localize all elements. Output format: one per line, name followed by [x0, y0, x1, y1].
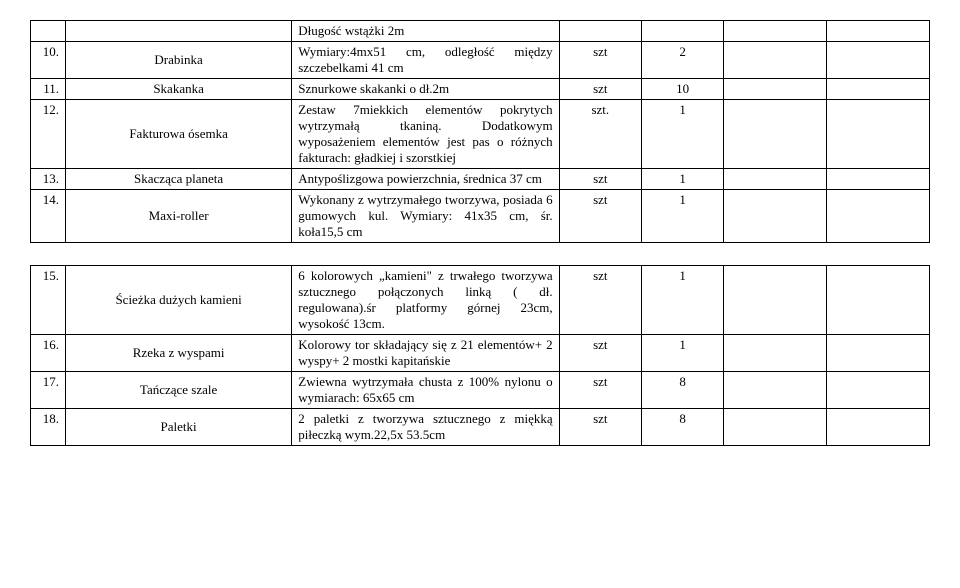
row-unit: szt: [559, 190, 641, 243]
table-gap: [30, 243, 930, 265]
row-num: [31, 21, 66, 42]
row-unit: szt: [559, 335, 641, 372]
table-row: 13. Skacząca planeta Antypoślizgowa powi…: [31, 169, 930, 190]
row-name: [65, 21, 291, 42]
row-extra2: [827, 21, 930, 42]
row-name: Ścieżka dużych kamieni: [65, 266, 291, 335]
row-unit: szt: [559, 79, 641, 100]
row-extra1: [724, 335, 827, 372]
row-num: 14.: [31, 190, 66, 243]
row-extra1: [724, 372, 827, 409]
table-row: 18. Paletki 2 paletki z tworzywa sztuczn…: [31, 409, 930, 446]
row-num: 16.: [31, 335, 66, 372]
row-extra1: [724, 409, 827, 446]
row-desc: Zestaw 7miekkich elementów pokrytych wyt…: [292, 100, 559, 169]
row-name: Maxi-roller: [65, 190, 291, 243]
row-desc: 2 paletki z tworzywa sztucznego z miękką…: [292, 409, 559, 446]
table-body-upper: Długość wstążki 2m 10. Drabinka Wymiary:…: [31, 21, 930, 243]
row-qty: 1: [641, 190, 723, 243]
row-name: Skakanka: [65, 79, 291, 100]
row-name: Drabinka: [65, 42, 291, 79]
row-extra2: [827, 169, 930, 190]
row-extra2: [827, 42, 930, 79]
table-row: 14. Maxi-roller Wykonany z wytrzymałego …: [31, 190, 930, 243]
row-name: Tańczące szale: [65, 372, 291, 409]
row-num: 11.: [31, 79, 66, 100]
table-row: 12. Fakturowa ósemka Zestaw 7miekkich el…: [31, 100, 930, 169]
row-unit: szt: [559, 266, 641, 335]
table-row: 16. Rzeka z wyspami Kolorowy tor składaj…: [31, 335, 930, 372]
row-desc: 6 kolorowych „kamieni" z trwałego tworzy…: [292, 266, 559, 335]
row-extra1: [724, 79, 827, 100]
row-extra2: [827, 100, 930, 169]
row-num: 13.: [31, 169, 66, 190]
row-qty: 1: [641, 266, 723, 335]
row-extra2: [827, 190, 930, 243]
row-unit: szt: [559, 169, 641, 190]
row-num: 17.: [31, 372, 66, 409]
row-extra2: [827, 266, 930, 335]
row-desc: Kolorowy tor składający się z 21 element…: [292, 335, 559, 372]
row-desc: Wymiary:4mx51 cm, odległość między szcze…: [292, 42, 559, 79]
row-extra2: [827, 409, 930, 446]
table-row: Długość wstążki 2m: [31, 21, 930, 42]
row-num: 15.: [31, 266, 66, 335]
row-qty: 2: [641, 42, 723, 79]
row-qty: 1: [641, 100, 723, 169]
row-qty: 8: [641, 409, 723, 446]
row-unit: [559, 21, 641, 42]
row-unit: szt: [559, 42, 641, 79]
row-extra1: [724, 21, 827, 42]
table-row: 11. Skakanka Sznurkowe skakanki o dł.2m …: [31, 79, 930, 100]
row-qty: 1: [641, 335, 723, 372]
table-row: 17. Tańczące szale Zwiewna wytrzymała ch…: [31, 372, 930, 409]
table-row: 15. Ścieżka dużych kamieni 6 kolorowych …: [31, 266, 930, 335]
row-num: 10.: [31, 42, 66, 79]
row-extra1: [724, 100, 827, 169]
row-qty: 8: [641, 372, 723, 409]
spec-table-upper: Długość wstążki 2m 10. Drabinka Wymiary:…: [30, 20, 930, 243]
row-desc: Antypoślizgowa powierzchnia, średnica 37…: [292, 169, 559, 190]
row-qty: 1: [641, 169, 723, 190]
row-extra1: [724, 42, 827, 79]
row-desc: Sznurkowe skakanki o dł.2m: [292, 79, 559, 100]
row-desc: Wykonany z wytrzymałego tworzywa, posiad…: [292, 190, 559, 243]
row-unit: szt.: [559, 100, 641, 169]
row-name: Paletki: [65, 409, 291, 446]
row-extra2: [827, 335, 930, 372]
row-name: Skacząca planeta: [65, 169, 291, 190]
table-body-lower: 15. Ścieżka dużych kamieni 6 kolorowych …: [31, 266, 930, 446]
row-extra1: [724, 190, 827, 243]
row-extra2: [827, 372, 930, 409]
row-extra2: [827, 79, 930, 100]
table-row: 10. Drabinka Wymiary:4mx51 cm, odległość…: [31, 42, 930, 79]
row-desc: Długość wstążki 2m: [292, 21, 559, 42]
row-name: Fakturowa ósemka: [65, 100, 291, 169]
spec-table-lower: 15. Ścieżka dużych kamieni 6 kolorowych …: [30, 265, 930, 446]
row-desc: Zwiewna wytrzymała chusta z 100% nylonu …: [292, 372, 559, 409]
row-qty: [641, 21, 723, 42]
row-extra1: [724, 169, 827, 190]
row-extra1: [724, 266, 827, 335]
row-num: 18.: [31, 409, 66, 446]
row-unit: szt: [559, 409, 641, 446]
row-num: 12.: [31, 100, 66, 169]
row-unit: szt: [559, 372, 641, 409]
row-name: Rzeka z wyspami: [65, 335, 291, 372]
row-qty: 10: [641, 79, 723, 100]
